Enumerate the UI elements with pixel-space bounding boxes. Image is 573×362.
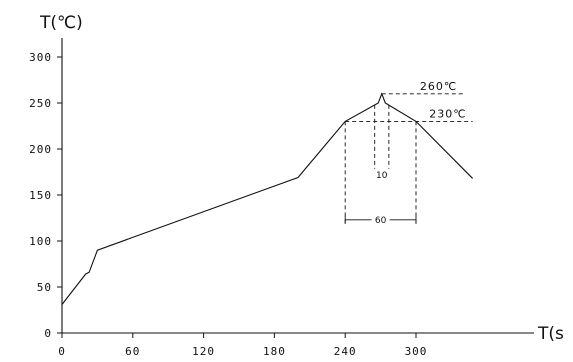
reference-lines: 260℃ 230℃ xyxy=(344,80,473,224)
dimension-label-10: 10 xyxy=(376,171,388,181)
x-tick-label: 180 xyxy=(263,345,286,358)
y-axis-ticks: 0 50 100 150 200 250 300 xyxy=(29,51,62,340)
dimension-markers: 10 60 xyxy=(344,168,417,226)
dimension-label-60: 60 xyxy=(375,216,387,226)
dimension-label-bg xyxy=(372,168,391,180)
y-tick-label: 50 xyxy=(37,281,52,294)
x-tick-label: 120 xyxy=(192,345,215,358)
x-axis-ticks: 0 60 120 180 240 300 xyxy=(58,333,428,358)
x-tick-label: 60 xyxy=(125,345,140,358)
x-tick-label: 300 xyxy=(405,345,428,358)
x-axis-title: T(s xyxy=(537,324,564,344)
y-tick-label: 150 xyxy=(29,189,52,202)
x-tick-label: 0 xyxy=(58,345,66,358)
y-tick-label: 300 xyxy=(29,51,52,64)
series-line-0 xyxy=(61,92,474,305)
dimension-label-bg xyxy=(371,213,390,225)
x-tick-label: 240 xyxy=(334,345,357,358)
y-tick-label: 250 xyxy=(29,97,52,110)
reference-label-230: 230℃ xyxy=(429,107,466,120)
y-tick-label: 200 xyxy=(29,143,52,156)
series-group xyxy=(61,92,474,305)
reference-label-260: 260℃ xyxy=(420,80,457,93)
y-tick-label: 0 xyxy=(44,327,52,340)
y-axis-title: T(℃) xyxy=(39,13,83,33)
y-tick-label: 100 xyxy=(29,235,52,248)
